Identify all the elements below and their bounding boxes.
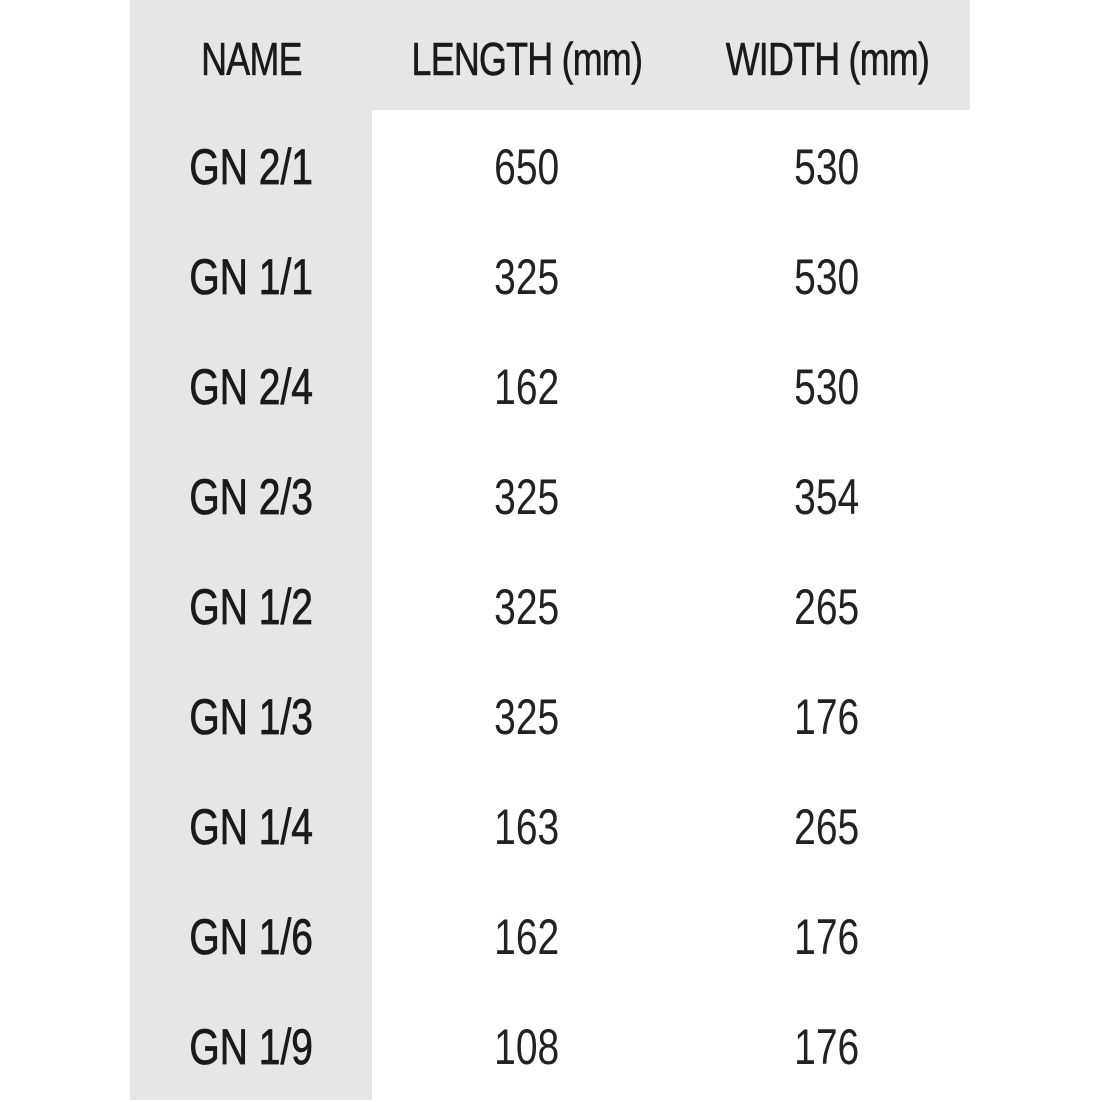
length-cell: 325 — [372, 442, 682, 552]
header-row-background — [130, 0, 970, 110]
name-cell: GN 1/1 — [130, 222, 372, 332]
cell-text: GN 2/1 — [189, 139, 313, 196]
cell-text: 354 — [794, 469, 860, 525]
header-length: LENGTH (mm) — [372, 4, 682, 114]
name-cell: GN 2/1 — [130, 112, 372, 222]
length-cell: 163 — [372, 772, 682, 882]
width-cell: 530 — [682, 222, 972, 332]
cell-text: 265 — [794, 799, 860, 855]
length-cell: 162 — [372, 882, 682, 992]
length-cell: 650 — [372, 112, 682, 222]
cell-text: 530 — [794, 359, 860, 415]
name-cell: GN 2/4 — [130, 332, 372, 442]
length-cell: 108 — [372, 992, 682, 1102]
name-cell: GN 1/9 — [130, 992, 372, 1102]
cell-text: GN 1/6 — [189, 909, 313, 966]
width-cell: 530 — [682, 332, 972, 442]
cell-text: GN 1/9 — [189, 1019, 313, 1076]
cell-text: 325 — [494, 249, 560, 305]
cell-text: 325 — [494, 579, 560, 635]
name-cell: GN 1/4 — [130, 772, 372, 882]
header-label: WIDTH (mm) — [725, 33, 930, 86]
cell-text: GN 1/2 — [189, 579, 313, 636]
width-cell: 176 — [682, 992, 972, 1102]
cell-text: 530 — [794, 249, 860, 305]
name-cell: GN 1/3 — [130, 662, 372, 772]
cell-text: 265 — [794, 579, 860, 635]
width-cell: 530 — [682, 112, 972, 222]
length-cell: 325 — [372, 552, 682, 662]
name-cell: GN 1/6 — [130, 882, 372, 992]
width-cell: 176 — [682, 662, 972, 772]
name-cell: GN 2/3 — [130, 442, 372, 552]
header-name: NAME — [130, 4, 372, 114]
cell-text: GN 1/4 — [189, 799, 313, 856]
width-cell: 354 — [682, 442, 972, 552]
width-cell: 265 — [682, 772, 972, 882]
cell-text: 176 — [794, 689, 860, 745]
cell-text: 108 — [494, 1019, 560, 1075]
cell-text: 162 — [494, 359, 560, 415]
name-column-background — [130, 0, 372, 1100]
cell-text: GN 1/3 — [189, 689, 313, 746]
length-cell: 325 — [372, 222, 682, 332]
width-cell: 265 — [682, 552, 972, 662]
name-cell: GN 1/2 — [130, 552, 372, 662]
length-cell: 325 — [372, 662, 682, 772]
cell-text: GN 1/1 — [189, 249, 313, 306]
cell-text: 176 — [794, 909, 860, 965]
cell-text: GN 2/3 — [189, 469, 313, 526]
header-width: WIDTH (mm) — [682, 4, 972, 114]
cell-text: 530 — [794, 139, 860, 195]
cell-text: 176 — [794, 1019, 860, 1075]
cell-text: GN 2/4 — [189, 359, 313, 416]
cell-text: 163 — [494, 799, 560, 855]
header-label: LENGTH (mm) — [411, 33, 643, 86]
cell-text: 162 — [494, 909, 560, 965]
length-cell: 162 — [372, 332, 682, 442]
cell-text: 650 — [494, 139, 560, 195]
header-label: NAME — [200, 33, 302, 86]
width-cell: 176 — [682, 882, 972, 992]
cell-text: 325 — [494, 689, 560, 745]
cell-text: 325 — [494, 469, 560, 525]
